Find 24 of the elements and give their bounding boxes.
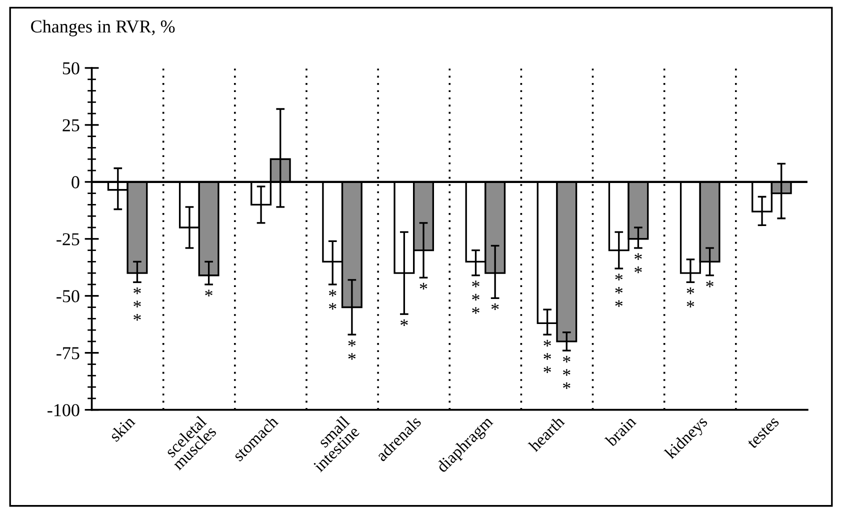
data-label: *** (472, 280, 480, 314)
y-tick-label: 0 (72, 176, 80, 188)
data-label: * (706, 280, 714, 288)
y-tick-label: -100 (48, 404, 80, 416)
x-tick-label: skin (108, 414, 136, 442)
data-label: *** (615, 274, 623, 307)
data-label: *** (134, 287, 141, 321)
y-tick-label: -25 (56, 233, 80, 246)
y-tick-label: 50 (62, 62, 80, 74)
data-label: ** (634, 253, 642, 274)
data-label: ** (328, 290, 336, 310)
data-label: *** (544, 340, 551, 373)
y-axis-title: Changes in RVR, % (31, 20, 175, 36)
y-tick-label: -50 (56, 290, 80, 302)
data-label: * (400, 319, 408, 326)
data-label: ** (686, 287, 694, 308)
data-label: *** (563, 356, 570, 389)
data-label: ** (348, 340, 356, 360)
y-tick-label: -75 (56, 347, 80, 360)
x-tick-label: brain (604, 414, 637, 448)
data-label: * (205, 290, 212, 296)
data-label: * (491, 303, 499, 310)
y-tick-label: 25 (62, 119, 80, 132)
data-label: * (420, 282, 428, 290)
